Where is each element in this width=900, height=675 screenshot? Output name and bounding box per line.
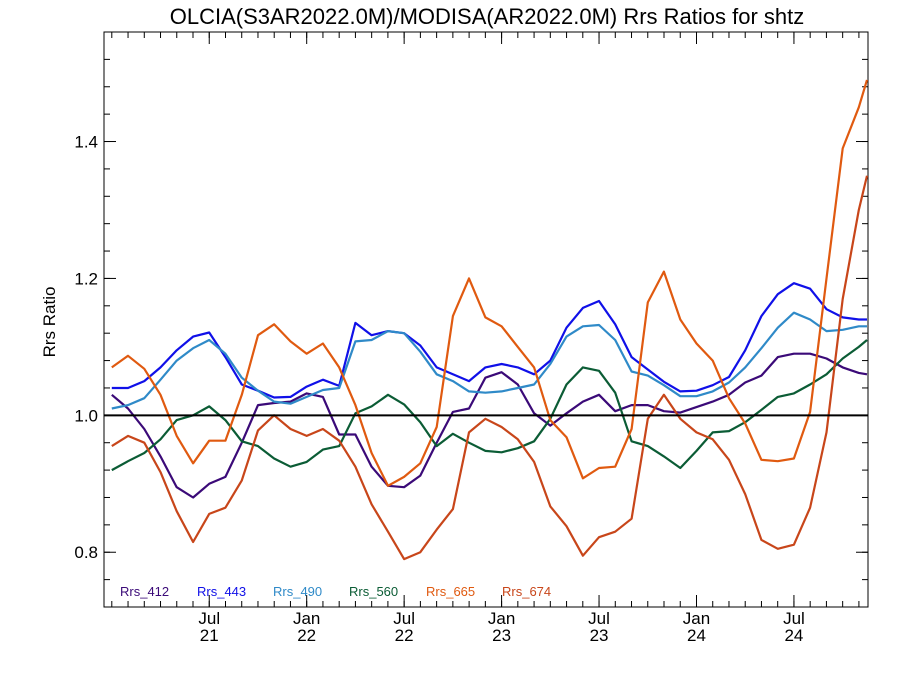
legend-item-rrs-674: Rrs_674 <box>502 584 551 599</box>
y-tick-label: 1.0 <box>74 406 98 425</box>
series-line-rrs-443 <box>111 282 867 399</box>
x-tick-month-label: Jan <box>293 609 320 628</box>
series-line-rrs-412 <box>111 352 868 499</box>
x-tick-year-label: 22 <box>395 626 414 645</box>
y-tick-label: 0.8 <box>74 543 98 562</box>
x-tick-month-label: Jan <box>488 609 515 628</box>
x-tick-year-label: 24 <box>687 626 706 645</box>
legend-item-rrs-443: Rrs_443 <box>197 584 246 599</box>
x-tick-year-label: 23 <box>492 626 511 645</box>
plot-frame <box>103 31 869 608</box>
plot-area: 0.81.01.21.4Jul21Jan22Jul22Jan23Jul23Jan… <box>74 31 869 645</box>
series-line-rrs-665 <box>111 79 868 487</box>
x-tick-month-label: Jul <box>783 609 805 628</box>
x-tick-year-label: 23 <box>590 626 609 645</box>
series-lines <box>111 79 868 561</box>
x-tick-year-label: 22 <box>297 626 316 645</box>
x-tick-month-label: Jul <box>198 609 220 628</box>
legend: Rrs_412 Rrs_443 Rrs_490 Rrs_560 Rrs_665 Rrs_6… <box>120 584 551 599</box>
legend-item-rrs-560: Rrs_560 <box>349 584 398 599</box>
legend-item-rrs-412: Rrs_412 <box>120 584 169 599</box>
axis-ticks: 0.81.01.21.4Jul21Jan22Jul22Jan23Jul23Jan… <box>74 31 868 645</box>
x-tick-month-label: Jan <box>683 609 710 628</box>
x-tick-month-label: Jul <box>588 609 610 628</box>
series-line-rrs-560 <box>111 339 868 472</box>
y-axis-label: Rrs Ratio <box>40 287 59 358</box>
chart-title: OLCIA(S3AR2022.0M)/MODISA(AR2022.0M) Rrs… <box>170 4 805 29</box>
legend-item-rrs-665: Rrs_665 <box>426 584 475 599</box>
legend-item-rrs-490: Rrs_490 <box>273 584 322 599</box>
x-tick-month-label: Jul <box>393 609 415 628</box>
series-line-rrs-674 <box>111 175 868 561</box>
y-tick-label: 1.2 <box>74 269 98 288</box>
x-tick-year-label: 24 <box>784 626 803 645</box>
y-tick-label: 1.4 <box>74 133 98 152</box>
series-line-rrs-490 <box>111 311 867 410</box>
x-tick-year-label: 21 <box>200 626 219 645</box>
